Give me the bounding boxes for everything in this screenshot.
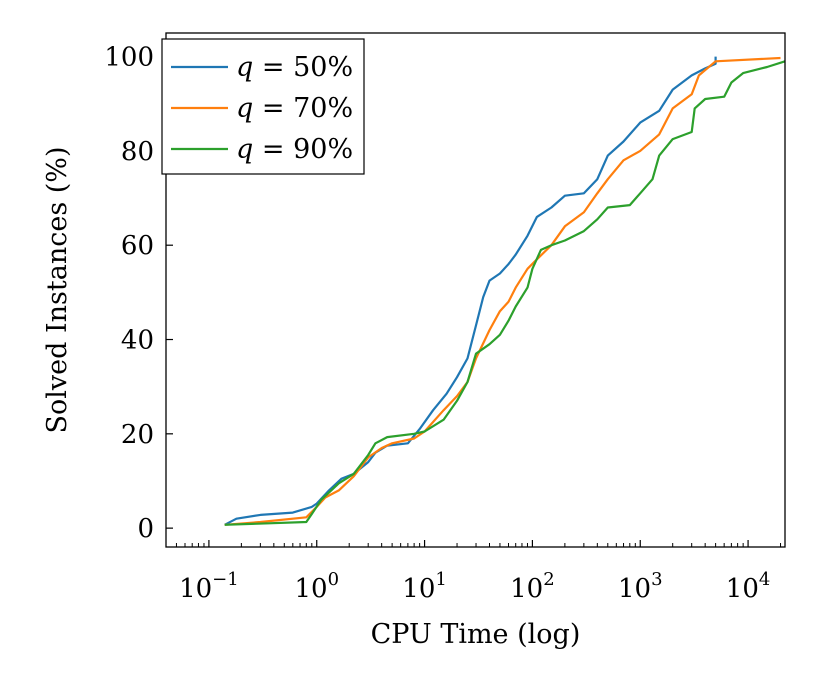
series-line-3 bbox=[224, 60, 786, 526]
ticks-layer: 0 20 40 60 80 100 10−1 100 101 102 103 104 bbox=[104, 43, 782, 604]
legend: q = 50% q = 70% q = 90% bbox=[161, 38, 365, 175]
x-tick-label: 103 bbox=[618, 569, 663, 604]
x-tick-label: 104 bbox=[726, 569, 771, 604]
legend-box bbox=[161, 38, 365, 175]
x-tick-label: 10−1 bbox=[179, 569, 239, 604]
legend-entry-2: q = 70% bbox=[236, 93, 353, 124]
series-line-1 bbox=[224, 56, 717, 526]
x-tick-label: 100 bbox=[294, 569, 339, 604]
y-tick-label: 100 bbox=[104, 43, 154, 73]
y-tick-label: 60 bbox=[121, 231, 154, 261]
x-tick-label: 101 bbox=[402, 569, 447, 604]
y-tick-label: 0 bbox=[137, 514, 154, 544]
y-tick-label: 20 bbox=[121, 420, 154, 450]
y-tick-label: 80 bbox=[121, 137, 154, 167]
legend-entry-1: q = 50% bbox=[236, 52, 353, 83]
legend-entry-3: q = 90% bbox=[236, 134, 353, 165]
series-layer bbox=[224, 56, 786, 526]
plot-frame bbox=[165, 32, 786, 548]
x-tick-label: 102 bbox=[510, 569, 555, 604]
y-tick-label: 40 bbox=[121, 326, 154, 356]
y-axis-title: Solved Instances (%) bbox=[42, 147, 73, 434]
series-line-2 bbox=[224, 56, 781, 526]
x-axis-title: CPU Time (log) bbox=[371, 619, 581, 650]
